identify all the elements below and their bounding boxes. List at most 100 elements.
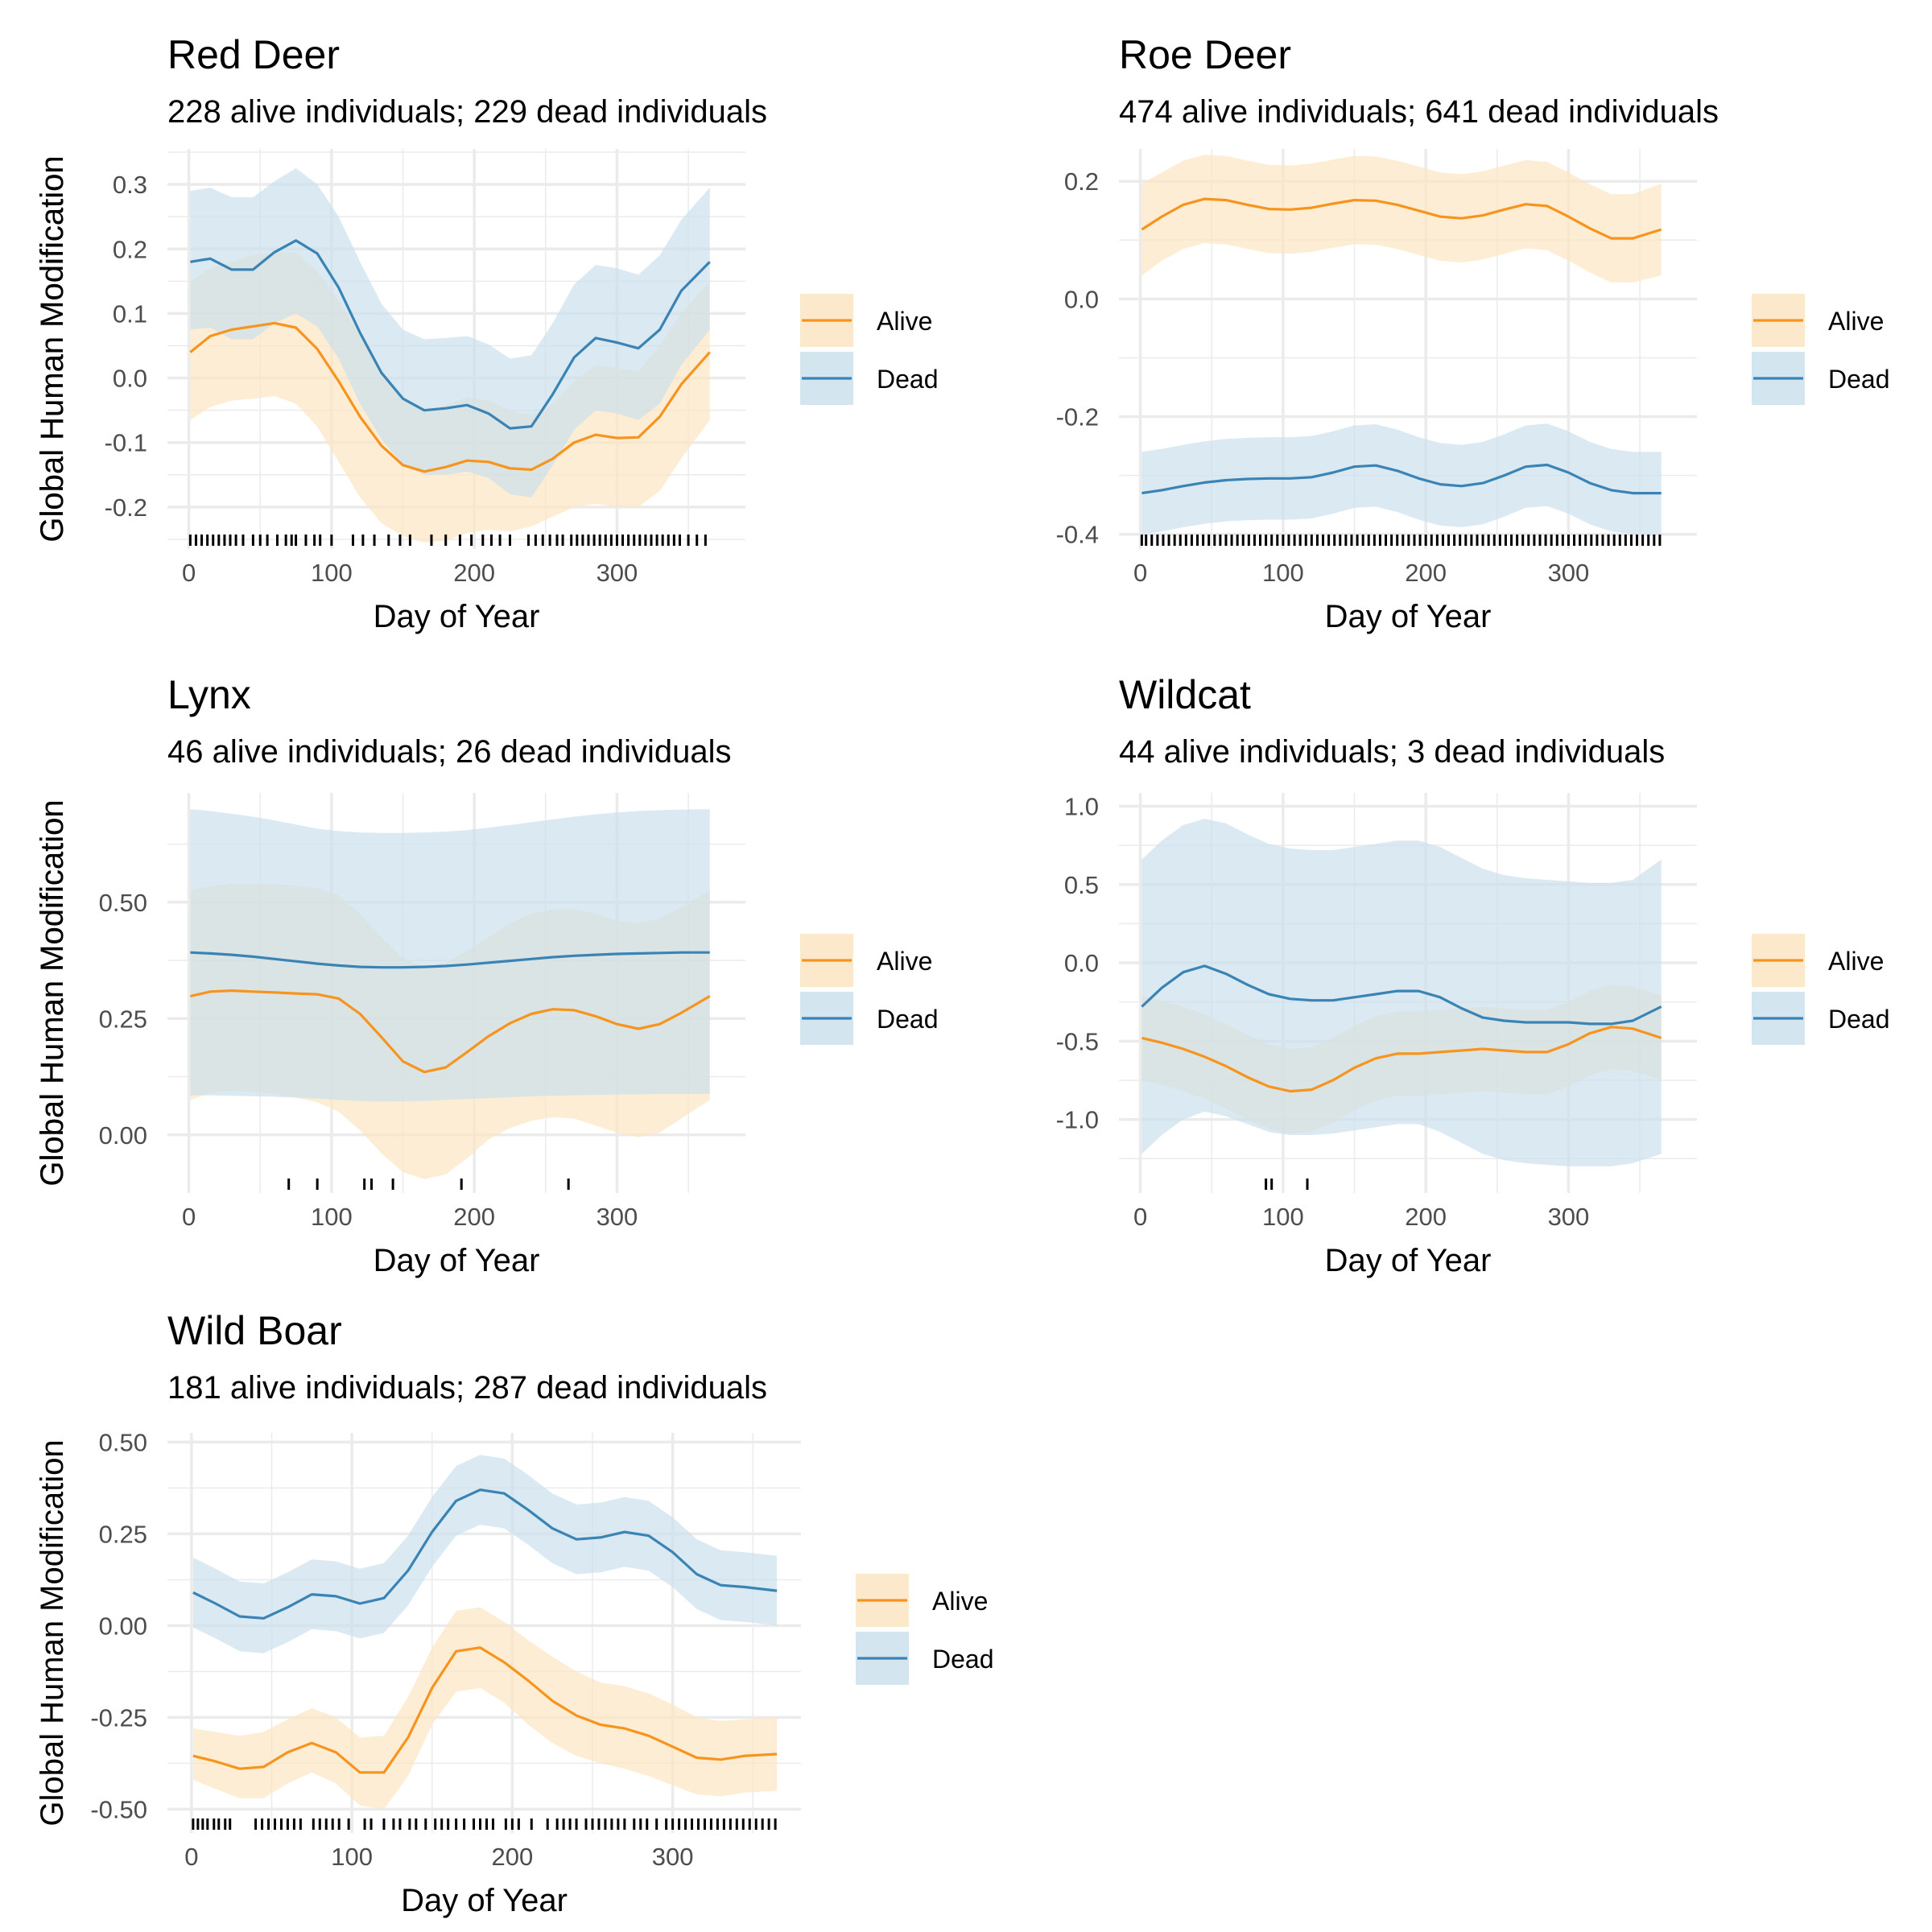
- rug: [1265, 1179, 1309, 1190]
- legend-label-alive: Alive: [1828, 307, 1884, 336]
- x-tick-label: 200: [1405, 1203, 1447, 1231]
- legend-label-alive: Alive: [932, 1587, 988, 1616]
- y-tick-label: 0.3: [113, 171, 147, 199]
- legend-label-dead: Dead: [932, 1645, 994, 1674]
- y-tick-label: -0.25: [90, 1703, 147, 1732]
- x-tick-label: 0: [1133, 559, 1147, 587]
- panel-subtitle: 46 alive individuals; 26 dead individual…: [167, 734, 731, 770]
- y-tick-label: 0.2: [1064, 167, 1099, 196]
- x-axis-label: Day of Year: [1325, 599, 1492, 634]
- legend-label-dead: Dead: [1828, 1005, 1890, 1034]
- legend-label-dead: Dead: [877, 365, 939, 394]
- panel-roe-deer: 0 100 200 300 -0.4 -0.2 0.0 0.2 Roe Deer 474 aliv…: [35, 32, 1890, 634]
- rug: [188, 535, 707, 546]
- panel-title: Red Deer: [167, 32, 340, 77]
- panel-subtitle: 228 alive individuals; 229 dead individu…: [167, 94, 767, 130]
- x-tick-label: 100: [1262, 1203, 1304, 1231]
- legend-label-alive: Alive: [877, 307, 932, 336]
- y-tick-label: 0.50: [99, 1428, 147, 1456]
- y-tick-label: 0.25: [99, 1520, 147, 1548]
- legend: Alive Dead: [1752, 934, 1890, 1045]
- series-line-alive: [192, 1646, 778, 1774]
- legend: Alive Dead: [800, 294, 939, 405]
- x-axis-label: Day of Year: [401, 1883, 568, 1918]
- series-line-dead: [190, 239, 711, 430]
- y-tick-label: 0.00: [99, 1121, 147, 1150]
- x-tick-label: 200: [1405, 559, 1447, 587]
- x-tick-label: 100: [1262, 559, 1304, 587]
- x-tick-label: 300: [597, 559, 638, 587]
- series-line-alive: [190, 989, 711, 1074]
- y-tick-label: -0.2: [105, 493, 147, 522]
- y-tick-label: 1.0: [1064, 793, 1099, 821]
- y-axis-label: Global Human Modification: [35, 155, 70, 542]
- y-tick-label: -0.50: [90, 1795, 147, 1823]
- y-axis-label: Global Human Modification: [35, 155, 70, 542]
- series-line-dead: [1141, 964, 1662, 1026]
- y-tick-label: 0.2: [113, 235, 147, 263]
- panel-title: Wild Boar: [167, 1308, 342, 1353]
- y-tick-label: -0.1: [105, 429, 147, 457]
- x-tick-label: 100: [331, 1843, 373, 1871]
- ci-band-dead: [1141, 819, 1662, 1166]
- legend: Alive Dead: [856, 1574, 994, 1685]
- series-line-dead: [192, 1488, 778, 1620]
- y-tick-label: 0.0: [113, 365, 147, 393]
- panel-wild-boar: 0 100 200 300 -0.50 -0.25 0.00 0.25 0.50 Wild Boa…: [35, 1308, 994, 1918]
- x-axis-label: Day of Year: [1325, 1243, 1492, 1278]
- y-tick-label: 0.0: [1064, 285, 1099, 313]
- legend-label-dead: Dead: [1828, 365, 1890, 394]
- y-tick-label: 0.25: [99, 1005, 147, 1033]
- y-tick-label: 0.5: [1064, 871, 1099, 899]
- series-line-alive: [189, 321, 711, 473]
- x-tick-label: 0: [182, 559, 196, 587]
- y-tick-label: -0.2: [1056, 403, 1099, 431]
- rug: [287, 1179, 570, 1190]
- y-tick-label: 0.1: [113, 299, 147, 328]
- y-tick-label: 0.50: [99, 889, 147, 917]
- legend: Alive Dead: [1752, 294, 1890, 405]
- x-tick-label: 300: [1548, 1203, 1590, 1231]
- rug: [192, 1818, 777, 1830]
- ci-band-dead: [190, 809, 710, 1102]
- panel-title: Lynx: [167, 672, 251, 717]
- x-tick-label: 300: [597, 1203, 638, 1231]
- y-tick-label: -1.0: [1056, 1106, 1099, 1134]
- x-tick-label: 100: [311, 559, 353, 587]
- series-line-dead: [1141, 463, 1662, 495]
- panel-title: Roe Deer: [1119, 32, 1291, 77]
- y-axis-label: Global Human Modification: [35, 1439, 70, 1826]
- ci-band-dead: [1141, 423, 1662, 535]
- x-tick-label: 0: [182, 1203, 196, 1231]
- x-tick-label: 200: [453, 1203, 495, 1231]
- ci-band-dead: [190, 168, 710, 497]
- ci-band-alive: [1141, 155, 1662, 283]
- y-tick-label: 0.0: [1064, 949, 1099, 977]
- rug: [1140, 535, 1662, 546]
- x-axis-label: Day of Year: [374, 1243, 540, 1278]
- x-tick-label: 0: [184, 1843, 198, 1871]
- x-tick-label: 0: [1133, 1203, 1147, 1231]
- ci-band-alive: [192, 1607, 778, 1810]
- series-line-alive: [1141, 197, 1662, 240]
- panel-subtitle: 181 alive individuals; 287 dead individu…: [167, 1370, 767, 1406]
- y-tick-label: 0.00: [99, 1612, 147, 1640]
- ci-band-dead: [192, 1455, 778, 1653]
- x-tick-label: 300: [1548, 559, 1590, 587]
- y-axis-label: Global Human Modification: [35, 799, 70, 1186]
- y-tick-label: -0.5: [1056, 1027, 1099, 1055]
- panel-subtitle: 44 alive individuals; 3 dead individuals: [1119, 734, 1665, 770]
- legend-label-dead: Dead: [877, 1005, 939, 1034]
- y-axis-label: Global Human Modification: [35, 799, 70, 1186]
- panel-red-deer: 0 100 200 300 -0.2 -0.1 0.0 0.1 0.2 0.3 Red Deer 22…: [35, 32, 939, 634]
- x-tick-label: 300: [652, 1843, 694, 1871]
- legend: Alive Dead: [800, 934, 939, 1045]
- x-tick-label: 200: [453, 559, 495, 587]
- x-tick-label: 200: [491, 1843, 533, 1871]
- panel-subtitle: 474 alive individuals; 641 dead individu…: [1119, 94, 1719, 130]
- panel-lynx: 0 100 200 300 0.00 0.25 0.50 Lynx 46 alive indiv…: [35, 672, 939, 1278]
- x-axis-label: Day of Year: [374, 599, 540, 634]
- y-tick-label: -0.4: [1056, 521, 1099, 549]
- panel-title: Wildcat: [1119, 672, 1251, 717]
